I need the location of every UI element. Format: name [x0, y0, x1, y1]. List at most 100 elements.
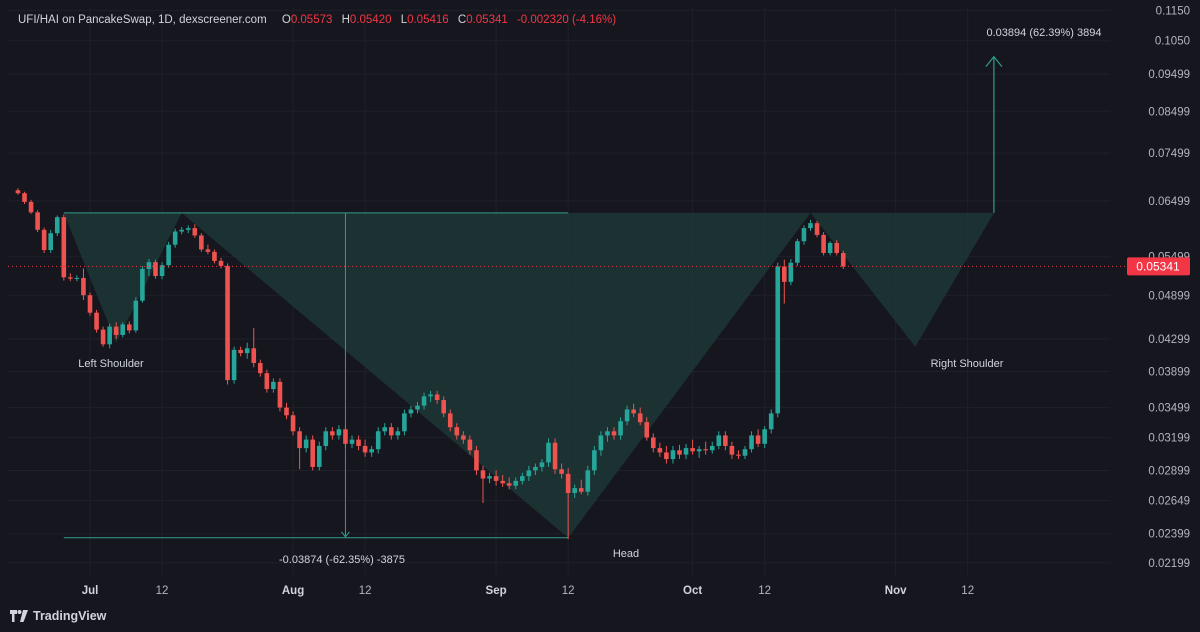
candle-down	[225, 263, 230, 385]
time-axis[interactable]: Jul 12 Aug 12 Sep 12 Oct 12 Nov 12	[82, 585, 974, 597]
price-tick-label: 0.02899	[1148, 465, 1190, 477]
candle-body	[28, 201, 34, 213]
measure-down-label: -0.03874 (-62.35%) -3875	[279, 554, 405, 566]
candle-body	[244, 348, 250, 354]
candle-down	[113, 322, 119, 339]
candle-body	[271, 381, 276, 390]
candle-body	[389, 427, 394, 436]
candle-down	[212, 249, 217, 264]
candle-body	[140, 269, 145, 301]
time-tick-label: 12	[156, 585, 169, 597]
candle-body	[277, 381, 283, 408]
candle-down	[454, 423, 460, 440]
candle-up	[749, 431, 754, 453]
candle-body	[533, 466, 538, 471]
price-tick-label: 0.04299	[1148, 334, 1190, 346]
candle-body	[192, 228, 198, 236]
candle-down	[356, 435, 361, 451]
candle-body	[185, 228, 191, 230]
candle-body	[205, 249, 211, 252]
candle-body	[336, 429, 342, 436]
time-tick-label: 12	[562, 585, 575, 597]
candle-body	[41, 229, 47, 251]
candle-up	[827, 241, 833, 256]
candle-body	[624, 409, 630, 422]
candle-down	[506, 477, 512, 490]
candle-down	[258, 359, 263, 377]
candle-body	[520, 476, 525, 481]
candle-down	[814, 220, 820, 238]
candle-down	[729, 441, 735, 460]
tradingview-logo[interactable]: TradingView	[10, 609, 106, 623]
low-label: L	[400, 14, 408, 26]
candle-body	[677, 450, 682, 455]
candle-down	[578, 479, 584, 495]
candle-down	[362, 439, 368, 457]
candle-body	[559, 469, 564, 474]
candle-up	[585, 465, 591, 496]
price-tick-label: 0.08499	[1148, 106, 1190, 118]
candle-body	[461, 435, 466, 440]
candle-up	[428, 390, 433, 402]
candle-down	[100, 326, 106, 347]
candle-down	[565, 468, 571, 540]
candle-body	[454, 427, 460, 436]
time-tick-label: 12	[961, 585, 974, 597]
candle-down	[389, 423, 394, 440]
candle-body	[834, 242, 839, 254]
candle-body	[153, 262, 158, 277]
candle-up	[336, 425, 342, 440]
candle-up	[408, 405, 414, 418]
candle-body	[644, 422, 650, 438]
measure-down-arrow	[341, 531, 350, 538]
candle-up	[120, 322, 126, 338]
candle-up	[244, 342, 250, 359]
candle-up	[271, 378, 276, 393]
candle-body	[54, 217, 60, 234]
candle-up	[402, 409, 407, 436]
candle-up	[375, 427, 381, 454]
candle-body	[107, 326, 112, 345]
candle-up	[670, 445, 676, 464]
candle-up	[133, 297, 139, 333]
candle-body	[120, 324, 126, 335]
candle-down	[552, 438, 558, 474]
price-tick-label: 0.03499	[1148, 403, 1190, 415]
candle-down	[723, 431, 728, 451]
price-tick-label: 0.06499	[1148, 196, 1190, 208]
candle-body	[179, 229, 184, 232]
candle-body	[349, 439, 355, 444]
candle-body	[199, 235, 204, 250]
candle-body	[434, 394, 440, 401]
candle-body	[100, 329, 106, 345]
candle-up	[618, 417, 623, 440]
candle-body	[356, 439, 361, 446]
candle-body	[703, 449, 708, 451]
candle-body	[552, 442, 558, 470]
candle-down	[41, 227, 47, 254]
candle-body	[821, 234, 826, 254]
candle-up	[624, 405, 630, 426]
candle-down	[22, 191, 27, 204]
candle-down	[461, 431, 466, 444]
candle-up	[683, 443, 689, 460]
candle-body	[716, 435, 722, 446]
candle-body	[172, 231, 178, 245]
candle-up	[349, 435, 355, 449]
candle-body	[212, 251, 217, 261]
candle-body	[127, 324, 132, 331]
candle-body	[487, 476, 492, 479]
chart-header: UFI/HAI on PancakeSwap, 1D, dexscreener.…	[18, 14, 622, 26]
candle-up	[140, 265, 145, 303]
candle-up	[605, 427, 610, 442]
right-shoulder-label: Right Shoulder	[931, 358, 1004, 370]
candle-up	[166, 241, 171, 268]
candle-down	[447, 409, 453, 432]
candle-down	[68, 273, 73, 282]
candle-down	[821, 232, 826, 256]
candle-body	[303, 439, 309, 449]
candle-down	[127, 321, 132, 334]
candle-body	[35, 212, 40, 230]
candle-body	[742, 449, 748, 456]
